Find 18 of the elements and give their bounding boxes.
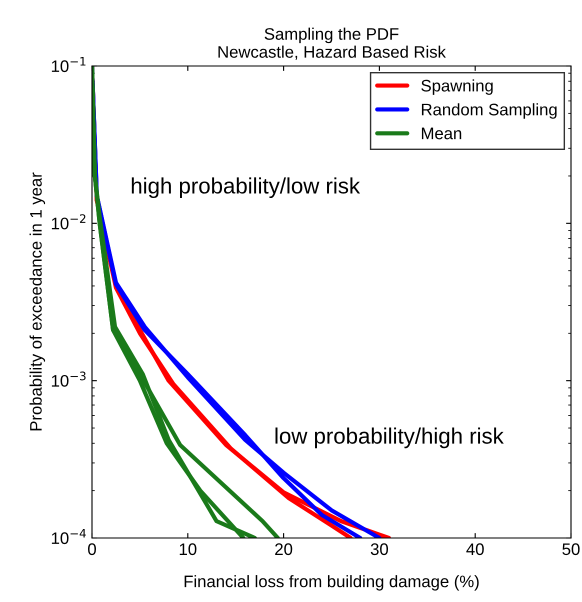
y-tick-label: 10$^{−4}$ [52, 529, 86, 544]
legend-label: Spawning [421, 79, 493, 95]
legend-label: Random Sampling [422, 103, 557, 119]
annotation: low probability/high risk [276, 427, 504, 448]
x-tick-label: 20 [275, 543, 292, 556]
x-axis-title: Financial loss from building damage (%) [184, 575, 479, 591]
chart-title: Sampling the PDF Newcastle, Hazard Based Risk [218, 28, 446, 60]
x-tick-label: 40 [466, 543, 484, 556]
x-tick-label: 10 [180, 543, 196, 556]
x-tick-label: 30 [370, 543, 388, 556]
y-tick-label: 10$^{−3}$ [52, 372, 86, 387]
x-tick-label: 50 [562, 543, 580, 556]
annotation: high probability/low risk [132, 177, 360, 198]
legend-label: Mean [422, 128, 462, 140]
y-tick-label: 10$^{−2}$ [52, 214, 86, 230]
y-tick-label: 10$^{−1}$ [52, 57, 86, 72]
y-axis-title: Probability of exceedance in 1 year [30, 172, 46, 430]
x-tick-label: 0 [88, 543, 96, 556]
